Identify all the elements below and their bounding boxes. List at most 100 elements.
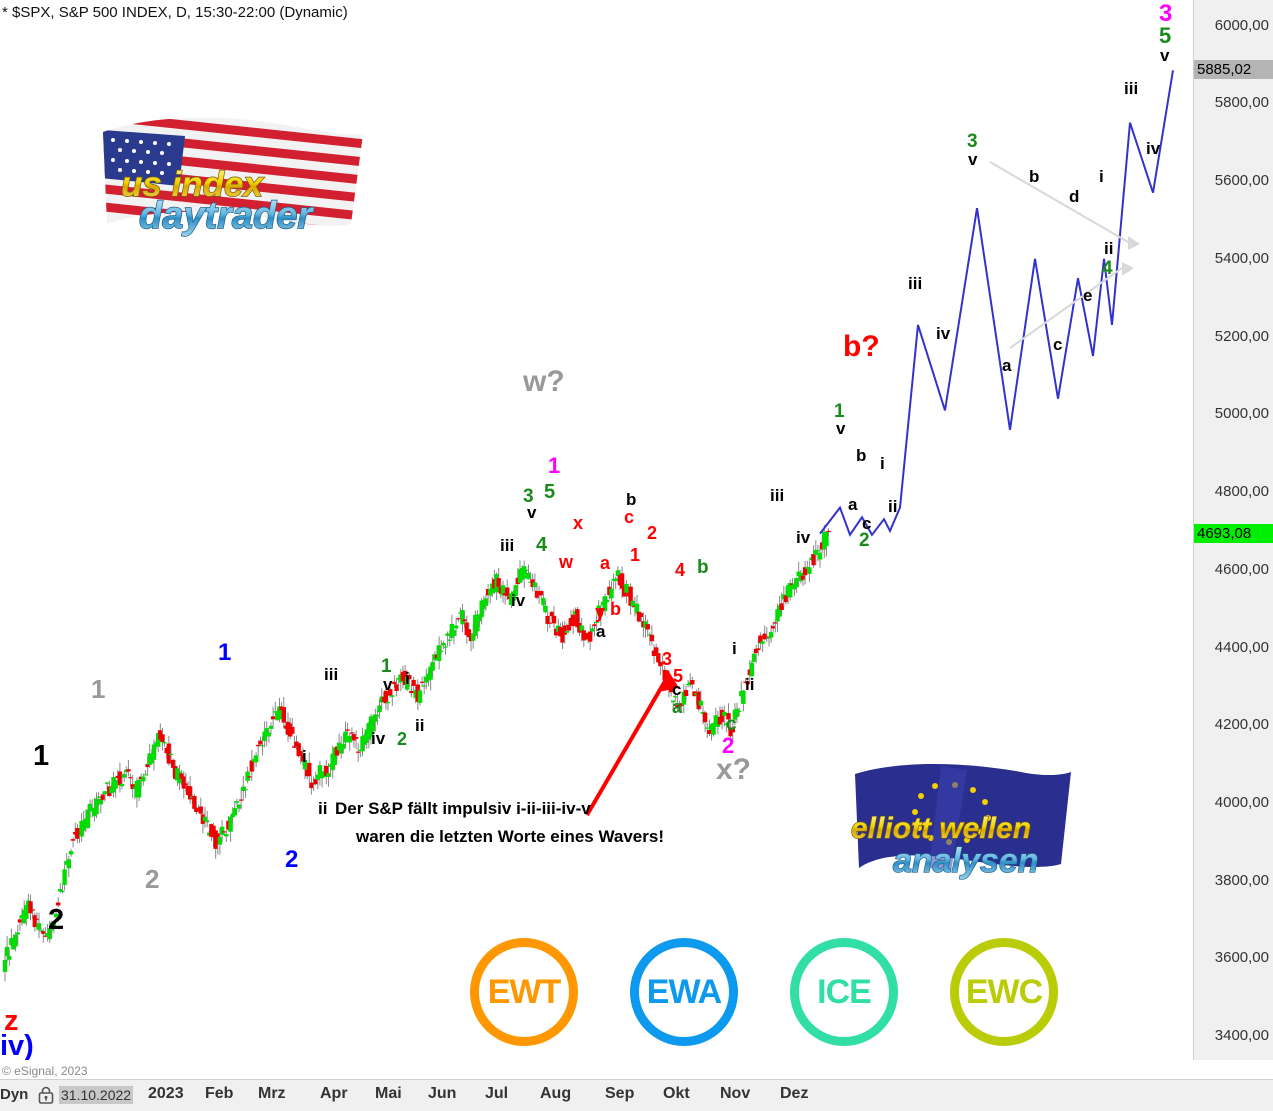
badge-ice[interactable]: ICE — [790, 938, 898, 1046]
us-index-text: us index — [121, 165, 265, 204]
dyn-label[interactable]: Dyn — [0, 1086, 29, 1103]
start-date-label: 31.10.2022 — [59, 1086, 134, 1104]
price-tick: 5600,00 — [1214, 172, 1269, 190]
wave-label: iv — [936, 324, 951, 343]
badge-ewc[interactable]: EWC — [950, 938, 1058, 1046]
date-tick: Apr — [320, 1085, 348, 1102]
date-tick: Dez — [780, 1085, 809, 1102]
badge-ewa[interactable]: EWA — [630, 938, 738, 1046]
price-axis[interactable]: 6000,00 5800,00 5600,00 5400,00 5200,00 5000,… — [1193, 0, 1273, 1060]
wave-label: iii — [324, 665, 339, 684]
elliott-wellen-text: elliott wellen — [851, 812, 1031, 845]
wave-label: a — [672, 697, 683, 717]
badge-label: EWC — [965, 972, 1043, 1011]
date-tick: Jul — [485, 1085, 509, 1102]
wave-label: iii — [908, 274, 923, 293]
date-tick: Feb — [205, 1085, 234, 1102]
wave-label: a — [1002, 356, 1012, 375]
wave-label: v — [383, 675, 393, 694]
lock-icon[interactable] — [36, 1085, 56, 1105]
date-tick: Nov — [720, 1085, 751, 1102]
channel-guides — [989, 161, 1140, 349]
badge-ring — [470, 938, 578, 1046]
wave-label: c — [1053, 335, 1063, 354]
date-tick: 2023 — [148, 1085, 184, 1102]
plot-area[interactable]: 1 2 1 2 1 2 z iv) i ii iii iv 2 1 v i ii iii iv 3 v 4 5 1 x w a y b a… — [0, 0, 1194, 1060]
wave-label: 2 — [285, 846, 299, 873]
price-tick: 5800,00 — [1214, 94, 1269, 112]
badge-ewt[interactable]: EWT — [470, 938, 578, 1046]
wave-label: 4 — [536, 534, 548, 556]
wave-label: w — [559, 552, 574, 572]
wave-label: 3 — [523, 486, 534, 507]
last-price-label: 4693,08 — [1194, 523, 1273, 543]
wave-label: v — [1160, 46, 1170, 65]
eu-flag-icon — [855, 764, 1071, 872]
badge-label: EWA — [646, 972, 722, 1011]
wave-label: 2 — [647, 523, 658, 543]
badge-ring — [630, 938, 738, 1046]
chart-title: * $SPX, S&P 500 INDEX, D, 15:30-22:00 (D… — [2, 4, 348, 21]
wave-label: 5 — [1159, 23, 1172, 48]
wave-label: c — [624, 507, 635, 527]
question-label: b? — [843, 330, 880, 363]
red-arrow-icon — [585, 670, 679, 817]
daytrader-text: daytrader — [139, 195, 314, 237]
wave-label: 5 — [673, 666, 684, 686]
wave-label: iv — [371, 729, 386, 748]
wave-label: i — [302, 747, 307, 766]
date-tick: Mrz — [258, 1085, 286, 1102]
wave-label: b — [697, 557, 709, 578]
date-tick: Jun — [428, 1085, 457, 1102]
wave-label: d — [1069, 187, 1080, 206]
wave-label: 2 — [859, 530, 870, 551]
analysen-text: analysen — [893, 842, 1039, 880]
date-tick: Sep — [605, 1085, 635, 1102]
price-tick: 3800,00 — [1214, 871, 1269, 889]
wave-label: 2 — [145, 864, 160, 894]
annotation-line-2: waren die letzten Worte eines Wavers! — [356, 827, 664, 846]
date-tick: Okt — [663, 1085, 690, 1102]
annotation-line-1: Der S&P fällt impulsiv i-ii-iii-iv-v — [335, 799, 591, 818]
date-tick: Aug — [540, 1085, 572, 1102]
wave-label: a — [848, 495, 858, 514]
wave-label: 1 — [630, 545, 641, 565]
wave-label: 1 — [218, 639, 232, 666]
wave-label: c — [862, 514, 872, 533]
wave-label: iv — [511, 591, 526, 610]
wave-label: iii — [1124, 79, 1139, 98]
price-tick: 4000,00 — [1214, 793, 1269, 811]
price-tick: 5400,00 — [1214, 249, 1269, 267]
badge-ring — [950, 938, 1058, 1046]
projected-price-label: 5885,02 — [1194, 60, 1273, 80]
wave-label: i — [732, 639, 737, 658]
price-tick: 3600,00 — [1214, 949, 1269, 967]
wave-label: 1 — [91, 674, 106, 704]
wave-label: iii — [500, 536, 515, 555]
wave-label: iii — [770, 486, 785, 505]
wave-label: 2 — [48, 904, 65, 936]
wave-label: iv — [796, 528, 811, 547]
wave-label: 2 — [722, 733, 735, 758]
date-axis[interactable]: © eSignal, 2023 Dyn 31.10.2022 2023 Feb Mr… — [0, 1064, 1273, 1111]
wave-label: 1 — [548, 453, 561, 478]
wave-label: i — [1099, 167, 1104, 186]
price-tick: 5200,00 — [1214, 327, 1269, 345]
badge-ring — [790, 938, 898, 1046]
wave-label: v — [527, 503, 537, 522]
question-label: w? — [523, 365, 565, 398]
wave-label: b — [856, 446, 867, 465]
wave-label: ii — [745, 675, 755, 694]
price-tick: 4800,00 — [1214, 483, 1269, 500]
question-label: x? — [716, 753, 752, 786]
price-tick: 3400,00 — [1214, 1027, 1269, 1045]
badge-row: EWT EWA ICE EWC — [470, 938, 1070, 1046]
wave-label: ii — [1104, 239, 1114, 258]
wave-label: i — [405, 669, 410, 688]
wave-label: a — [600, 553, 611, 573]
price-tick: 4400,00 — [1214, 638, 1269, 656]
wave-label: 1 — [834, 401, 845, 422]
projection-line — [819, 70, 1174, 537]
wave-label: a — [596, 622, 606, 641]
